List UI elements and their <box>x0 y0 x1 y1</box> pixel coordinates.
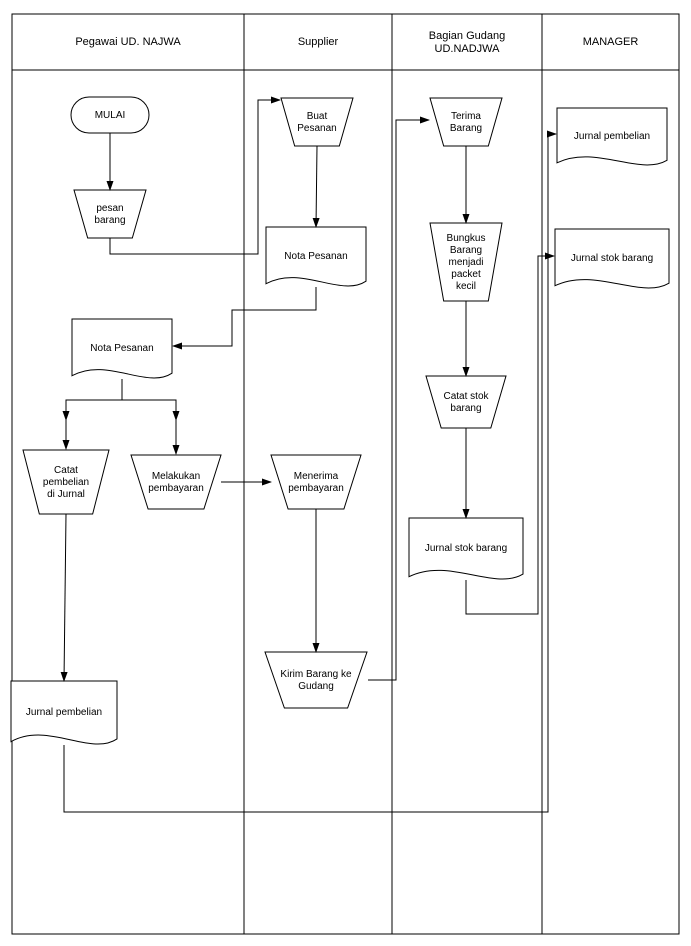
node-label: TerimaBarang <box>450 111 482 134</box>
edge <box>64 514 66 681</box>
lane-header: Pegawai UD. NAJWA <box>75 36 181 48</box>
node-label: Jurnal stok barang <box>425 543 507 554</box>
node-label: pesanbarang <box>94 203 125 226</box>
node-label: Melakukanpembayaran <box>148 471 204 494</box>
node-label: Jurnal pembelian <box>26 707 102 718</box>
edge <box>368 120 429 680</box>
lane-header: MANAGER <box>583 36 639 48</box>
edge <box>122 400 176 420</box>
node-label: Menerimapembayaran <box>288 471 344 494</box>
node-label: Jurnal stok barang <box>571 253 653 264</box>
node-label: Nota Pesanan <box>284 251 347 262</box>
edge <box>316 146 317 227</box>
lane-header: Bagian GudangUD.NADJWA <box>429 30 505 55</box>
node-label: Jurnal pembelian <box>574 131 650 142</box>
lane-header: Supplier <box>298 36 339 48</box>
edge <box>66 379 122 420</box>
node-label: Nota Pesanan <box>90 343 153 354</box>
node-label: MULAI <box>95 110 126 121</box>
